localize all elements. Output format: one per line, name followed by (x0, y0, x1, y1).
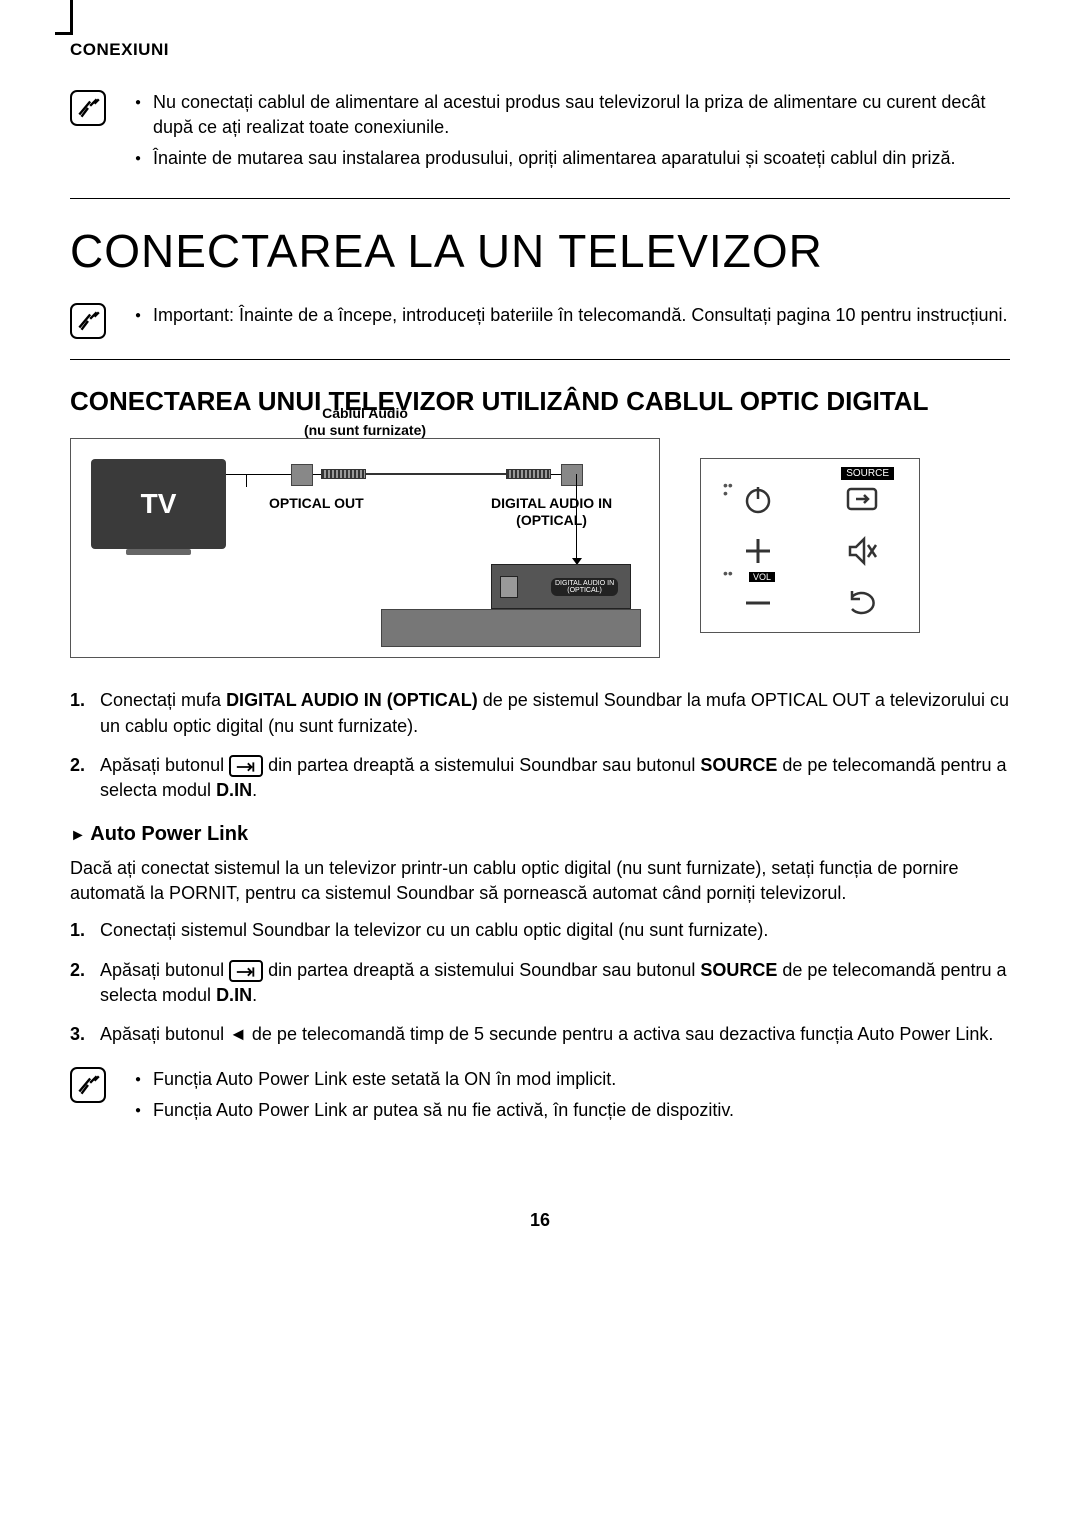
step-item: Conectați mufa DIGITAL AUDIO IN (OPTICAL… (70, 688, 1010, 738)
source-inline-icon (229, 755, 263, 777)
optical-port-icon (500, 576, 518, 598)
mute-icon (842, 531, 882, 571)
step-item: Apăsați butonul din partea dreaptă a sis… (70, 958, 1010, 1008)
subsection-heading: Auto Power Link (70, 823, 1010, 846)
note-list: Important: Înainte de a începe, introduc… (135, 303, 1010, 334)
steps-list-connect: Conectați mufa DIGITAL AUDIO IN (OPTICAL… (70, 688, 1010, 803)
source-icon (842, 479, 882, 519)
note-item: Nu conectați cablul de alimentare al ace… (135, 90, 1010, 140)
step-item: Apăsați butonul din partea dreaptă a sis… (70, 753, 1010, 803)
note-icon (70, 303, 106, 339)
remote-control-graphic: SOURCE VOL ••• •• (700, 458, 920, 633)
note-icon (70, 1067, 106, 1103)
note-list: Funcția Auto Power Link este setată la O… (135, 1067, 1010, 1129)
volume-up-icon (738, 531, 778, 571)
remote-source-label: SOURCE (841, 467, 894, 480)
remote-vol-label: VOL (749, 572, 775, 582)
note-item: Funcția Auto Power Link ar putea să nu f… (135, 1098, 1010, 1123)
optical-plug-icon (561, 464, 583, 486)
note-block-connections: Nu conectați cablul de alimentare al ace… (70, 90, 1010, 199)
page-number: 16 (70, 1210, 1010, 1231)
note-item: Înainte de mutarea sau instalarea produs… (135, 146, 1010, 171)
note-item: Funcția Auto Power Link este setată la O… (135, 1067, 1010, 1092)
diagram-main: Cablul Audio (nu sunt furnizate) TV OPTI… (70, 438, 660, 658)
volume-down-icon (738, 583, 778, 623)
note-item: Important: Înainte de a începe, introduc… (135, 303, 1010, 328)
remote-dots: •• (723, 569, 733, 577)
remote-dots: ••• (723, 481, 733, 497)
body-paragraph: Dacă ați conectat sistemul la un televiz… (70, 856, 1010, 906)
step-item: Conectați sistemul Soundbar la televizor… (70, 918, 1010, 943)
caption-optical-out: OPTICAL OUT (269, 495, 364, 512)
page-corner-mark (70, 0, 73, 35)
step-item: Apăsați butonul ◄ de pe telecomandă timp… (70, 1022, 1010, 1047)
note-list: Nu conectați cablul de alimentare al ace… (135, 90, 1010, 178)
source-inline-icon (229, 960, 263, 982)
section-label: CONEXIUNI (70, 40, 1010, 60)
page-title: CONECTAREA LA UN TELEVIZOR (70, 224, 1010, 278)
cable-down-arrow (576, 474, 577, 559)
port-label: DIGITAL AUDIO IN (OPTICAL) (551, 578, 618, 596)
note-block-important: Important: Înainte de a începe, introduc… (70, 303, 1010, 360)
power-icon (738, 479, 778, 519)
soundbar-graphic (381, 609, 641, 647)
steps-list-autopower: Conectați sistemul Soundbar la televizor… (70, 918, 1010, 1047)
tv-stand (126, 549, 191, 555)
note-icon (70, 90, 106, 126)
soundbar-port-detail: DIGITAL AUDIO IN (OPTICAL) (491, 564, 631, 609)
caption-digital-audio-in: DIGITAL AUDIO IN (OPTICAL) (491, 495, 612, 529)
connection-diagram: Cablul Audio (nu sunt furnizate) TV OPTI… (70, 438, 1010, 658)
cable-vline (246, 474, 247, 487)
caption-audio-cable: Cablul Audio (nu sunt furnizate) (304, 405, 426, 439)
optical-plug-icon (291, 464, 313, 486)
tv-graphic: TV (91, 459, 226, 549)
section-heading: CONECTAREA UNUI TELEVIZOR UTILIZÂND CABL… (70, 385, 1010, 419)
repeat-icon (842, 583, 882, 623)
optical-cable (321, 469, 551, 481)
note-block-autopower: Funcția Auto Power Link este setată la O… (70, 1067, 1010, 1149)
